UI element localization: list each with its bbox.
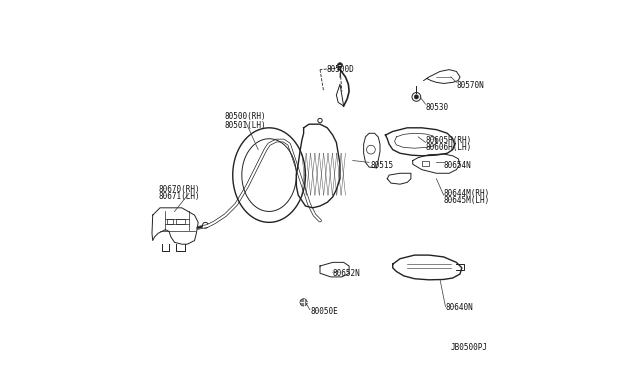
Text: 80645M(LH): 80645M(LH) <box>444 196 490 205</box>
Circle shape <box>300 299 307 306</box>
Text: 80644M(RH): 80644M(RH) <box>444 189 490 198</box>
Text: 80570N: 80570N <box>456 81 484 90</box>
Text: 80500(RH): 80500(RH) <box>225 112 266 121</box>
Text: 80640N: 80640N <box>445 303 473 312</box>
Text: 80606H(LH): 80606H(LH) <box>426 143 472 152</box>
Text: 80654N: 80654N <box>444 161 472 170</box>
Text: 80671(LH): 80671(LH) <box>158 192 200 201</box>
Text: 80670(RH): 80670(RH) <box>158 185 200 194</box>
Circle shape <box>414 95 419 99</box>
Circle shape <box>337 63 342 68</box>
Text: 80050E: 80050E <box>311 307 339 316</box>
Text: 80501(LH): 80501(LH) <box>225 122 266 131</box>
Text: 80652N: 80652N <box>333 269 360 278</box>
Text: JB0500PJ: JB0500PJ <box>451 343 488 352</box>
Text: 80515: 80515 <box>371 161 394 170</box>
Text: 80500D: 80500D <box>326 65 354 74</box>
Text: 80530: 80530 <box>426 103 449 112</box>
Text: 80605H(RH): 80605H(RH) <box>426 136 472 145</box>
